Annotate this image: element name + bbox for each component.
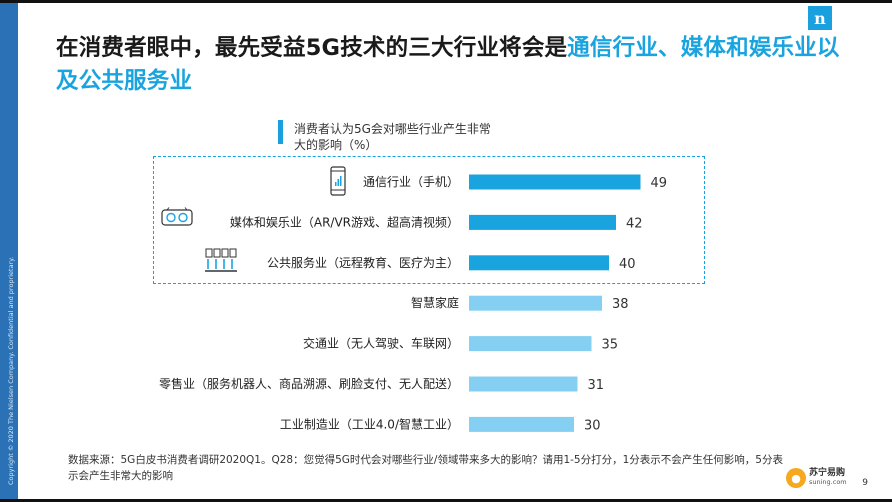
public-service-icon <box>205 248 237 272</box>
category-label: 交通业（无人驾驶、车联网） <box>303 336 459 351</box>
category-label: 公共服务业（远程教育、医疗为主） <box>267 255 459 270</box>
bottom-border <box>0 499 892 502</box>
vr-headset-icon <box>161 207 193 226</box>
bar <box>469 255 609 271</box>
title-text: 在消费者眼中，最先受益5G技术的三大行业将会是 <box>56 35 568 61</box>
title-highlight: 通信行业、媒体和娱乐业以及公共服务业 <box>56 35 840 94</box>
category-label: 通信行业（手机） <box>363 175 459 189</box>
bar <box>469 416 574 432</box>
page-title: 在消费者眼中，最先受益5G技术的三大行业将会是通信行业、媒体和娱乐业以及公共服务… <box>56 32 846 98</box>
category-label: 零售业（服务机器人、商品溯源、刷脸支付、无人配送） <box>159 376 459 391</box>
brand-name: 苏宁易购 <box>809 468 846 478</box>
bar <box>469 336 592 352</box>
subhead-accent-bar <box>278 120 283 144</box>
value-label: 31 <box>588 378 605 393</box>
bar <box>469 295 602 311</box>
category-label: 工业制造业（工业4.0/智慧工业） <box>280 416 459 431</box>
value-label: 35 <box>602 338 619 353</box>
bar <box>469 376 578 392</box>
side-strip: Copyright © 2020 The Nielsen Company. Co… <box>0 3 18 499</box>
value-label: 40 <box>619 257 636 272</box>
category-label: 智慧家庭 <box>411 295 459 310</box>
chart-subtitle: 消费者认为5G会对哪些行业产生非常大的影响（%） <box>294 122 491 152</box>
top-three-highlight-box <box>153 156 705 284</box>
value-label: 42 <box>626 216 643 231</box>
bar <box>469 214 616 230</box>
value-label: 38 <box>612 297 629 312</box>
category-label: 媒体和娱乐业（AR/VR游戏、超高清视频） <box>230 214 459 229</box>
top-border <box>0 0 892 3</box>
nielsen-logo: n <box>808 6 832 30</box>
data-source-note: 数据来源：5G白皮书消费者调研2020Q1。Q28：您觉得5G时代会对哪些行业/… <box>68 454 783 482</box>
fox-mascot-icon: ● <box>786 468 806 488</box>
brand-url: suning.com <box>809 478 847 486</box>
phone-icon <box>330 166 346 196</box>
suning-brand: ● 苏宁易购 suning.com <box>786 465 856 491</box>
value-label: 49 <box>651 176 668 191</box>
page-number: 9 <box>862 478 868 488</box>
bar <box>469 174 641 190</box>
value-label: 30 <box>584 418 601 433</box>
